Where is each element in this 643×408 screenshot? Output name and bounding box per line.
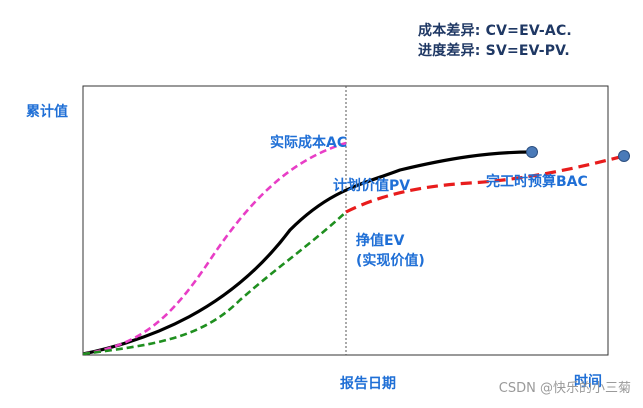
schedule-variance-formula: 进度差异: SV=EV-PV. xyxy=(418,43,570,59)
actual-cost-label: 实际成本AC xyxy=(270,135,348,151)
watermark: CSDN @快乐的小三菊 xyxy=(498,381,631,396)
planned-value-label: 计划价值PV xyxy=(333,178,411,194)
forecast-end-marker xyxy=(618,150,630,162)
earned-value-curve xyxy=(82,211,347,356)
actual-cost-curve xyxy=(82,141,347,356)
status-date-label: 报告日期 xyxy=(340,376,396,392)
earned-value-label: 挣值EV xyxy=(356,233,405,249)
pv-end-marker xyxy=(526,146,538,158)
y-axis-label: 累计值 xyxy=(26,104,68,120)
planned-value-curve xyxy=(82,150,533,356)
cost-variance-formula: 成本差异: CV=EV-AC. xyxy=(418,23,572,39)
earned-value-sublabel: (实现价值) xyxy=(356,253,425,269)
x-axis-label: 时间 xyxy=(574,374,602,390)
forecast-curve xyxy=(345,154,625,214)
bac-label: 完工时预算BAC xyxy=(486,174,588,190)
